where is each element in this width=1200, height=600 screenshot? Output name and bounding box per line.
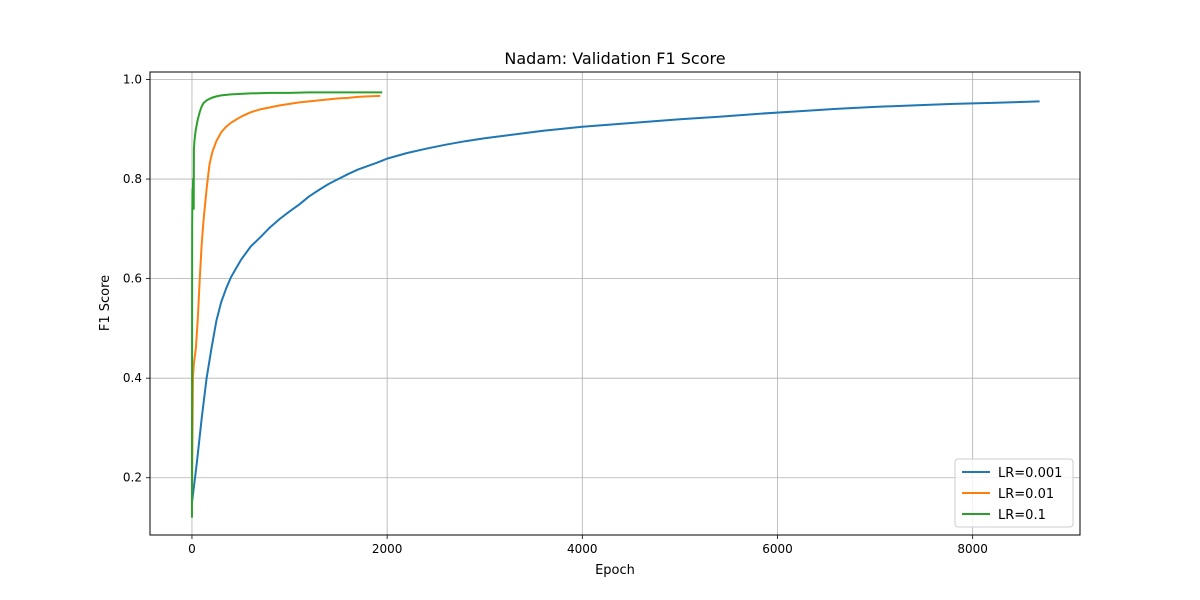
x-tick-label: 6000 (762, 542, 793, 556)
plot-frame (149, 71, 1081, 536)
plot-area (150, 72, 1080, 535)
y-tick-label: 0.6 (123, 272, 142, 286)
legend: LR=0.001 LR=0.01 LR=0.1 (954, 458, 1074, 528)
legend-box (954, 458, 1074, 528)
y-tick-label: 0.8 (123, 172, 142, 186)
y-axis-label: F1 Score (98, 275, 113, 331)
y-tick-label: 0.4 (123, 371, 142, 385)
series-line-lr-0.01 (190, 94, 381, 501)
legend-label-lr-0.001: LR=0.001 (998, 466, 1062, 481)
x-tick-label: 2000 (372, 542, 403, 556)
y-tick-label: 1.0 (123, 72, 142, 86)
chart-title: Nadam: Validation F1 Score (504, 49, 725, 68)
series-line-lr-0.1 (190, 91, 383, 518)
x-tick-label: 8000 (957, 542, 988, 556)
series-lines (190, 91, 1040, 518)
axes-ticks: 0 2000 4000 6000 8000 0.2 0.4 0.6 0.8 1.0 (123, 72, 988, 556)
x-tick-label: 0 (188, 542, 196, 556)
grid (150, 72, 1080, 535)
legend-label-lr-0.1: LR=0.1 (998, 508, 1046, 523)
y-tick-label: 0.2 (123, 471, 142, 485)
x-tick-label: 4000 (567, 542, 598, 556)
x-axis-label: Epoch (595, 563, 635, 578)
series-line-lr-0.001 (190, 100, 1040, 503)
legend-label-lr-0.01: LR=0.01 (998, 487, 1054, 502)
